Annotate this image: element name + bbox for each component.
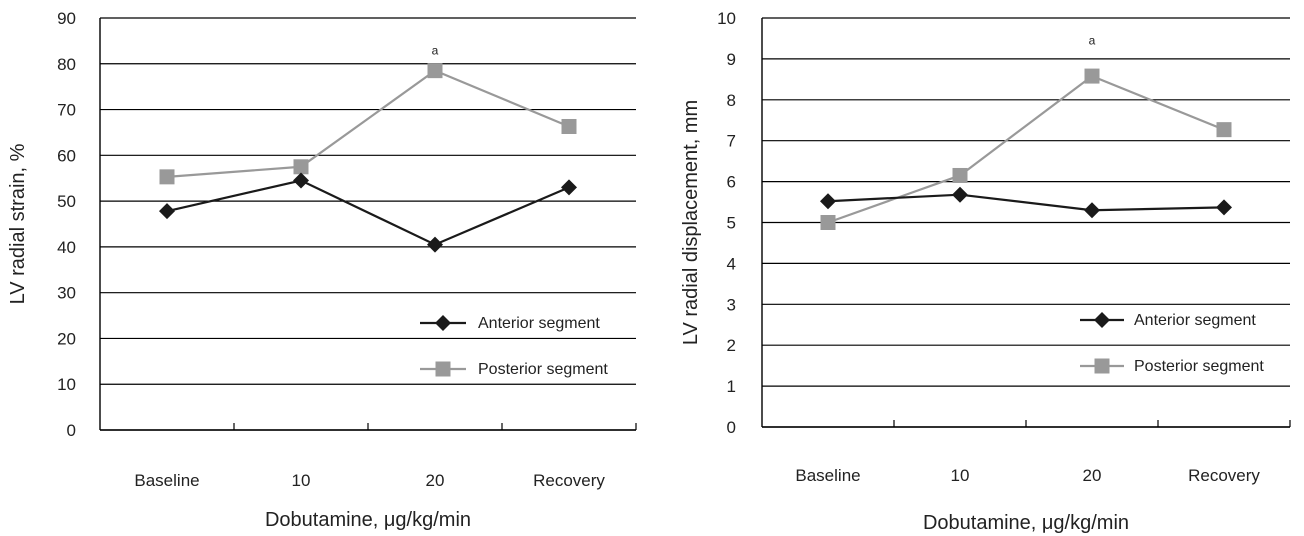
data-point	[159, 203, 175, 220]
x-tick-label: 10	[292, 471, 311, 490]
legend-marker	[1094, 312, 1110, 328]
data-point	[427, 63, 443, 79]
y-tick-label: 30	[57, 284, 76, 303]
series-line-2	[827, 74, 1225, 224]
data-point	[1216, 122, 1232, 138]
data-point	[293, 172, 309, 189]
y-tick-label: 60	[57, 146, 76, 165]
y-axis-label: LV radial strain, %	[7, 143, 29, 304]
data-point	[561, 179, 577, 196]
x-axis-label: Dobutamine, μg/kg/min	[265, 509, 471, 531]
series-line-2	[166, 69, 570, 178]
annotation-label: a	[1089, 34, 1096, 48]
legend-marker	[435, 361, 451, 377]
data-point	[952, 167, 968, 183]
y-tick-label: 3	[727, 295, 736, 314]
chart-1: 0 10 20 30 40 50 60 70 80 90 Baseline 10 20 Recovery D…	[7, 9, 637, 531]
legend: Anterior segment Posterior segment	[420, 315, 608, 378]
y-tick-label: 1	[727, 377, 736, 396]
y-tick-label: 80	[57, 55, 76, 74]
x-tick-label: Recovery	[1188, 466, 1260, 485]
x-tick-label: Baseline	[795, 466, 860, 485]
data-point	[293, 159, 309, 175]
y-tick-label: 0	[67, 421, 76, 440]
y-axis-label: LV radial displacement, mm	[680, 100, 702, 345]
x-tick-label: 10	[951, 466, 970, 485]
y-tick-label: 8	[727, 91, 736, 110]
y-tick-label: 10	[57, 375, 76, 394]
y-tick-label: 50	[57, 192, 76, 211]
y-tick-label: 4	[727, 254, 736, 273]
x-axis-label: Dobutamine, μg/kg/min	[923, 512, 1129, 534]
data-point	[820, 193, 836, 210]
y-tick-label: 2	[727, 336, 736, 355]
y-tick-label: 70	[57, 101, 76, 120]
data-point	[1216, 199, 1232, 216]
y-tick-label: 9	[727, 50, 736, 69]
data-point	[427, 236, 443, 253]
data-point	[159, 169, 175, 185]
legend-marker	[435, 315, 451, 331]
legend-label: Anterior segment	[478, 315, 600, 332]
x-tick-label: 20	[426, 471, 445, 490]
x-tick-label: 20	[1083, 466, 1102, 485]
legend-label: Anterior segment	[1134, 312, 1256, 329]
x-tick-label: Recovery	[533, 471, 605, 490]
series-line-1	[166, 179, 570, 246]
y-tick-label: 6	[727, 173, 736, 192]
y-tick-label: 7	[727, 132, 736, 151]
chart-2: 0 1 2 3 4 5 6 7 8 9 10 Baseline 10 20 Recovery Dobutami…	[680, 9, 1291, 534]
y-tick-label: 40	[57, 238, 76, 257]
y-tick-label: 0	[727, 418, 736, 437]
data-point	[820, 215, 836, 230]
y-tick-label: 20	[57, 329, 76, 348]
legend: Anterior segment Posterior segment	[1080, 312, 1264, 375]
data-point	[561, 118, 577, 134]
data-point	[952, 186, 968, 203]
data-point	[1084, 202, 1100, 219]
legend-marker	[1094, 358, 1110, 374]
annotation-label: a	[432, 44, 439, 58]
legend-label: Posterior segment	[478, 361, 608, 378]
y-tick-label: 90	[57, 9, 76, 28]
legend-label: Posterior segment	[1134, 358, 1264, 375]
y-tick-label: 5	[727, 214, 736, 233]
data-point	[1084, 68, 1100, 84]
series-line-1	[827, 193, 1225, 212]
y-tick-label: 10	[717, 9, 736, 28]
x-tick-label: Baseline	[134, 471, 199, 490]
